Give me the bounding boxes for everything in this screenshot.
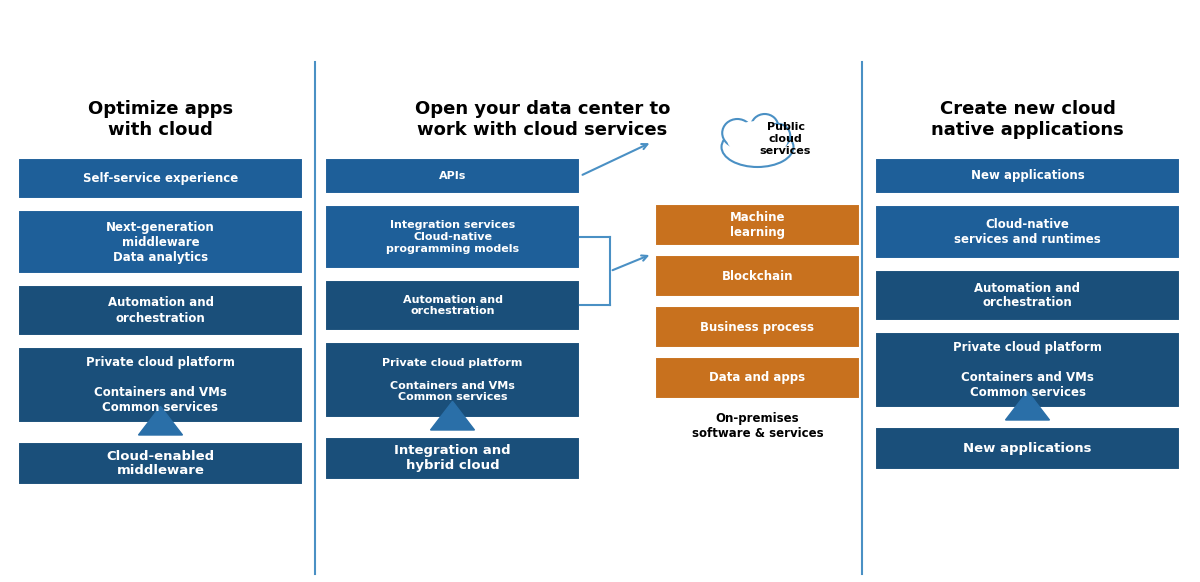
Text: New applications: New applications [964, 442, 1092, 455]
FancyBboxPatch shape [18, 442, 302, 485]
Text: Open your data center to
work with cloud services: Open your data center to work with cloud… [415, 100, 670, 139]
Text: Private cloud platform

Containers and VMs
Common services: Private cloud platform Containers and VM… [383, 357, 523, 402]
Text: Self-service experience: Self-service experience [83, 172, 238, 185]
Text: Create new cloud
native applications: Create new cloud native applications [931, 100, 1124, 139]
FancyBboxPatch shape [325, 158, 580, 194]
FancyBboxPatch shape [875, 270, 1180, 321]
Text: New applications: New applications [971, 169, 1085, 183]
Text: Cloud-native
services and runtimes: Cloud-native services and runtimes [954, 218, 1100, 246]
FancyBboxPatch shape [875, 158, 1180, 194]
FancyBboxPatch shape [18, 285, 302, 336]
Polygon shape [138, 406, 182, 435]
Text: Machine
learning: Machine learning [730, 211, 785, 239]
Text: Business process: Business process [701, 321, 815, 333]
FancyBboxPatch shape [325, 205, 580, 269]
Text: Integration and
hybrid cloud: Integration and hybrid cloud [394, 445, 511, 473]
Text: Private cloud platform

Containers and VMs
Common services: Private cloud platform Containers and VM… [953, 341, 1102, 399]
FancyBboxPatch shape [875, 205, 1180, 259]
Text: Automation and
orchestration: Automation and orchestration [108, 296, 214, 325]
FancyBboxPatch shape [325, 342, 580, 418]
Ellipse shape [751, 114, 779, 140]
FancyBboxPatch shape [18, 158, 302, 199]
FancyBboxPatch shape [655, 255, 860, 297]
FancyBboxPatch shape [18, 210, 302, 274]
FancyBboxPatch shape [655, 204, 860, 246]
Text: Automation and
orchestration: Automation and orchestration [402, 294, 503, 316]
Text: APIs: APIs [439, 171, 466, 181]
Ellipse shape [721, 127, 793, 167]
FancyBboxPatch shape [325, 437, 580, 480]
Text: Integration services
Cloud-native
programming models: Integration services Cloud-native progra… [386, 221, 520, 254]
Text: Data and apps: Data and apps [709, 371, 805, 385]
Ellipse shape [766, 124, 791, 148]
Text: Automation and
orchestration: Automation and orchestration [974, 282, 1080, 310]
Text: Blockchain: Blockchain [721, 269, 793, 282]
FancyBboxPatch shape [655, 306, 860, 348]
Text: Optimize apps
with cloud: Optimize apps with cloud [88, 100, 233, 139]
Text: Private cloud platform

Containers and VMs
Common services: Private cloud platform Containers and VM… [86, 356, 235, 414]
Text: Next-generation
middleware
Data analytics: Next-generation middleware Data analytic… [106, 221, 215, 264]
Text: On-premises
software & services: On-premises software & services [691, 412, 823, 440]
FancyBboxPatch shape [18, 347, 302, 423]
FancyBboxPatch shape [325, 280, 580, 331]
Polygon shape [431, 402, 474, 430]
Ellipse shape [727, 121, 788, 157]
FancyBboxPatch shape [875, 332, 1180, 408]
FancyBboxPatch shape [875, 427, 1180, 470]
Ellipse shape [722, 119, 752, 147]
FancyBboxPatch shape [655, 357, 860, 399]
Text: Public
cloud
services: Public cloud services [760, 122, 811, 155]
Polygon shape [1006, 392, 1050, 420]
Text: Cloud-enabled
middleware: Cloud-enabled middleware [107, 449, 215, 477]
